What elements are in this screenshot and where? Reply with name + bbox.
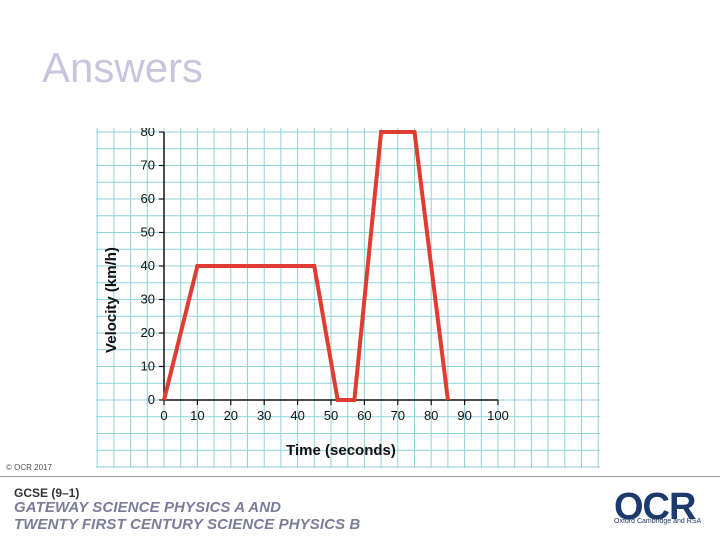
y-tick-label: 30 <box>141 292 155 307</box>
x-tick-label: 80 <box>424 408 438 423</box>
velocity-series-line <box>162 130 450 402</box>
y-axis-label: Velocity (km/h) <box>103 247 120 353</box>
grid-layer <box>96 128 600 468</box>
velocity-time-chart: 0 10 20 30 40 50 60 70 80 90 100 0 10 20 30 40 50 60 70 80 … <box>96 124 600 473</box>
chart-svg: 0 10 20 30 40 50 60 70 80 90 10001020304050607080 … <box>96 124 600 468</box>
copyright-notice: © OCR 2017 <box>6 463 52 472</box>
x-tick-label: 10 <box>190 408 204 423</box>
x-tick-label: 40 <box>290 408 304 423</box>
y-tick-label: 60 <box>141 191 155 206</box>
x-tick-label: 20 <box>224 408 238 423</box>
y-tick-label: 20 <box>141 325 155 340</box>
footer-course-line-1: GATEWAY SCIENCE PHYSICS A AND <box>14 499 282 516</box>
x-tick-label: 90 <box>457 408 471 423</box>
y-tick-label: 0 <box>148 392 155 407</box>
y-tick-label: 80 <box>141 128 155 139</box>
x-tick-label: 30 <box>257 408 271 423</box>
footer-gcse-label: GCSE (9–1) <box>14 486 80 500</box>
slide-title: Answers <box>42 44 204 91</box>
y-tick-label: 70 <box>141 158 155 173</box>
x-tick-label: 50 <box>324 408 338 423</box>
footer-course-line-2: TWENTY FIRST CENTURY SCIENCE PHYSICS B <box>14 516 361 533</box>
x-tick-label: 0 <box>160 408 167 423</box>
ocr-logo-tagline: Oxford Cambridge and RSA <box>614 518 702 525</box>
y-tick-label: 40 <box>141 258 155 273</box>
y-tick-label: 50 <box>141 225 155 240</box>
x-axis-label: Time (seconds) <box>286 442 396 459</box>
footer-divider <box>0 476 720 477</box>
tick-layer: 0 10 20 30 40 50 60 70 80 90 100 0 10 20 30 40 50 60 70 80 <box>141 124 509 423</box>
x-tick-label: 70 <box>391 408 405 423</box>
x-tick-label: 100 <box>487 408 509 423</box>
y-tick-label: 10 <box>141 359 155 374</box>
series-layer <box>162 130 450 402</box>
ocr-logo: OCR <box>614 486 696 528</box>
x-tick-label: 60 <box>357 408 371 423</box>
